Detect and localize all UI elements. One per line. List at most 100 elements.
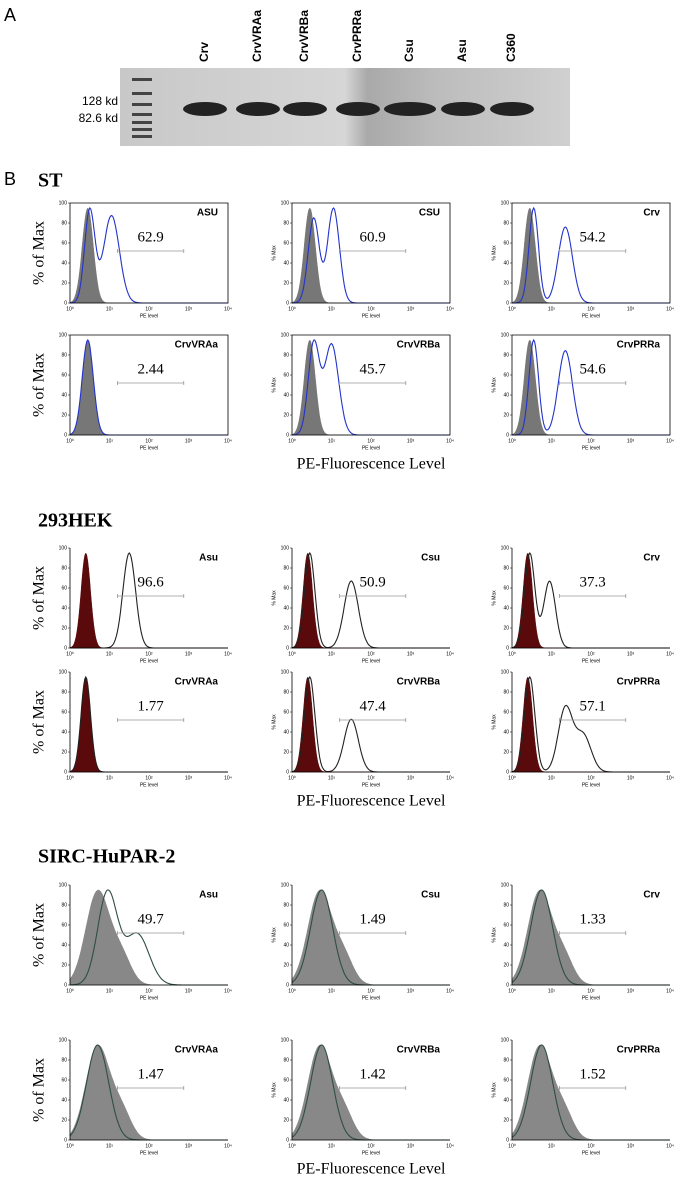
gate — [559, 594, 627, 598]
x-tick-label: 10¹ — [328, 651, 336, 657]
y-tick-label: 60 — [61, 372, 67, 378]
x-tick-label: 10⁴ — [224, 988, 232, 994]
y-tick-label: 100 — [501, 1037, 510, 1043]
small-x-title: PE level — [582, 1150, 600, 1156]
small-x-title: PE level — [362, 782, 380, 788]
ladder-band — [132, 103, 152, 106]
x-tick-label: 10³ — [185, 438, 193, 444]
band — [384, 102, 436, 116]
y-tick-label: 100 — [501, 332, 510, 338]
x-tick-label: 10⁴ — [666, 1143, 674, 1149]
x-tick-label: 10² — [367, 1143, 375, 1149]
axes — [69, 672, 228, 773]
group-title: SIRC-HuPAR-2 — [38, 846, 175, 868]
y-tick-label: 20 — [503, 749, 509, 755]
small-x-title: PE level — [582, 313, 600, 319]
axes — [69, 334, 229, 436]
histogram: % Max 0 20 40 60 80 100 10⁰ 10¹ 10² 10³ 10⁴ PE level… — [491, 200, 674, 319]
y-tick-label: 100 — [281, 332, 290, 338]
gate — [339, 718, 407, 722]
gate — [339, 381, 407, 385]
y-tick-label: 60 — [283, 372, 289, 378]
sample-label: Crv — [643, 553, 660, 564]
y-tick-label: 40 — [503, 605, 509, 611]
band — [336, 102, 380, 116]
y-tick-label: 40 — [283, 1097, 289, 1103]
band — [283, 102, 327, 116]
y-tick-label: 40 — [503, 392, 509, 398]
small-x-title: PE level — [362, 445, 380, 451]
gate-percent: 45.7 — [359, 361, 386, 377]
y-tick-label: 60 — [61, 585, 67, 591]
histogram: % Max 0 20 40 60 80 100 10⁰ 10¹ 10² 10³ 10⁴ PE level… — [271, 332, 454, 472]
gate-percent: 1.47 — [137, 1066, 164, 1082]
y-tick-label: 0 — [506, 982, 509, 988]
x-tick-label: 10⁰ — [288, 438, 296, 444]
y-tick-label: 60 — [503, 922, 509, 928]
y-tick-label: 60 — [283, 709, 289, 715]
axes — [511, 672, 670, 773]
y-tick-label: 100 — [501, 545, 510, 551]
y-tick-label: 80 — [503, 565, 509, 571]
y-tick-label: 20 — [283, 412, 289, 418]
gate — [559, 249, 627, 253]
band — [441, 102, 485, 116]
small-x-title: PE level — [582, 782, 600, 788]
x-tick-label: 10³ — [185, 306, 193, 312]
y-tick-label: 100 — [501, 882, 510, 888]
x-tick-label: 10³ — [627, 988, 635, 994]
gate — [117, 1086, 185, 1090]
y-tick-label: 0 — [64, 982, 67, 988]
x-axis-title: PE-Fluorescence Level — [297, 456, 446, 473]
x-tick-label: 10⁰ — [288, 775, 296, 781]
x-tick-label: 10³ — [407, 1143, 415, 1149]
x-tick-label: 10⁴ — [224, 1143, 232, 1149]
lane-label: Asu — [455, 39, 469, 62]
gate-percent: 96.6 — [137, 574, 164, 590]
gate-percent: 57.1 — [579, 698, 605, 714]
small-x-title: PE level — [140, 445, 158, 451]
group-title: 293HEK — [38, 510, 113, 532]
small-x-title: PE level — [140, 995, 158, 1001]
sample-label: CrvVRBa — [397, 340, 441, 351]
y-tick-label: 40 — [283, 942, 289, 948]
y-tick-label: 60 — [61, 709, 67, 715]
y-tick-label: 80 — [283, 220, 289, 226]
x-tick-label: 10¹ — [328, 775, 336, 781]
y-tick-label: 100 — [59, 882, 68, 888]
small-y-title: % Max — [491, 927, 497, 943]
axes — [511, 334, 671, 436]
y-tick-label: 60 — [283, 240, 289, 246]
y-tick-label: 80 — [283, 689, 289, 695]
gate — [117, 931, 185, 935]
y-tick-label: 60 — [61, 240, 67, 246]
y-tick-label: 40 — [61, 392, 67, 398]
y-tick-label: 80 — [283, 902, 289, 908]
y-axis-title: % of Max — [31, 1058, 48, 1122]
x-tick-label: 10⁰ — [66, 775, 74, 781]
axes — [291, 202, 451, 304]
y-tick-label: 100 — [59, 1037, 68, 1043]
y-tick-label: 0 — [506, 769, 509, 775]
band — [236, 102, 280, 116]
gate — [339, 249, 407, 253]
y-tick-label: 100 — [59, 669, 68, 675]
ladder-band — [132, 135, 152, 138]
y-tick-label: 40 — [283, 260, 289, 266]
gate-percent: 1.49 — [359, 911, 385, 927]
y-tick-label: 80 — [61, 902, 67, 908]
y-tick-label: 40 — [61, 1097, 67, 1103]
sample-label: CrvPRRa — [617, 1045, 661, 1056]
gate-percent: 62.9 — [137, 229, 163, 245]
sample-label: CrvPRRa — [617, 677, 661, 688]
y-tick-label: 0 — [286, 432, 289, 438]
small-x-title: PE level — [140, 782, 158, 788]
sample-label: CrvVRAa — [175, 340, 219, 351]
y-tick-label: 20 — [61, 625, 67, 631]
control-curve — [69, 1044, 228, 1141]
axes — [69, 202, 229, 304]
gate — [339, 594, 407, 598]
y-tick-label: 100 — [281, 1037, 290, 1043]
histogram: % Max 0 20 40 60 80 100 10⁰ 10¹ 10² 10³ 10⁴ PE level… — [271, 882, 454, 1001]
x-tick-label: 10² — [145, 438, 153, 444]
